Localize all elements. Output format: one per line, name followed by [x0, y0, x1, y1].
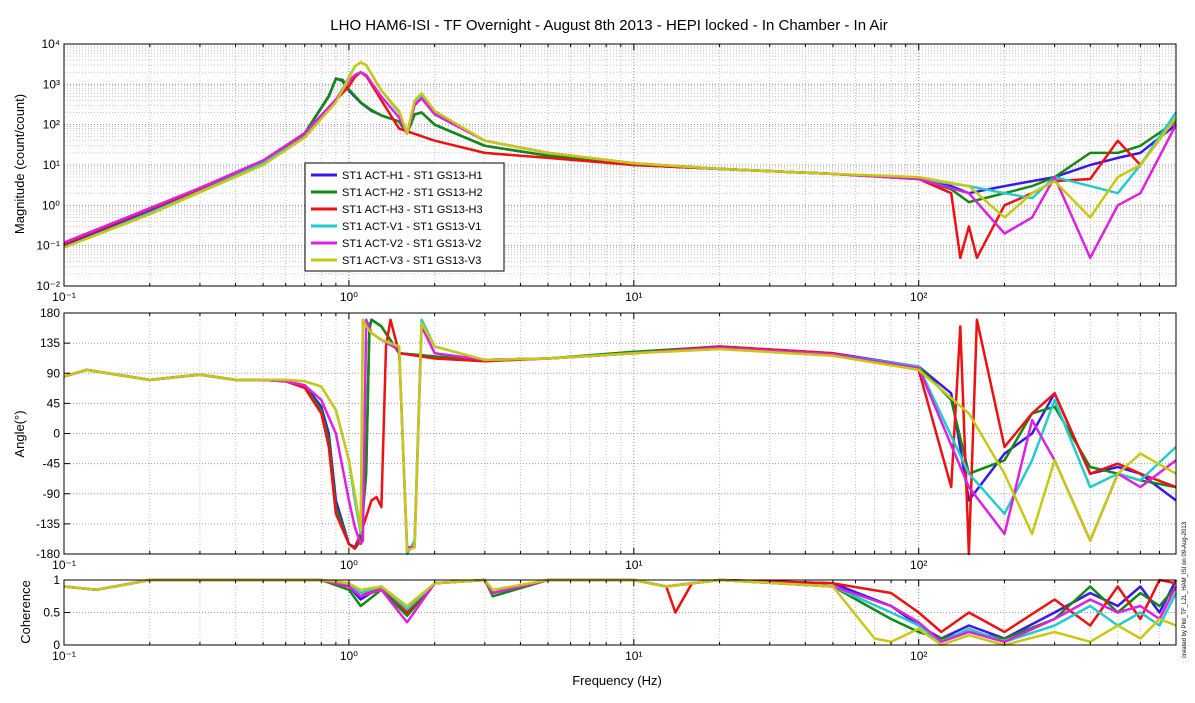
axes-frame	[63, 579, 1177, 646]
x-tick-label: 10¹	[625, 290, 642, 304]
y-tick-label: -135	[36, 517, 60, 531]
y-tick-label: -180	[36, 547, 60, 561]
x-tick-label: 10²	[910, 558, 927, 572]
magnitude-axis-label: Magnitude (count/count)	[12, 94, 27, 234]
y-tick-label: 0	[53, 638, 60, 652]
series-line-3	[63, 578, 1177, 634]
series-line-5	[63, 70, 1178, 260]
y-tick-label: 10⁰	[42, 198, 60, 212]
series-line-6	[63, 578, 1177, 647]
x-tick-label: 10⁻¹	[52, 558, 76, 572]
y-tick-label: 0	[53, 427, 60, 441]
legend-entry: ST1 ACT-H1 - ST1 GS13-H1	[342, 170, 483, 182]
series-line-6	[63, 61, 1177, 249]
phase-ticks: -180 -135 -90 -45 0 45 90 135 180 10⁻¹ 10⁰ 10¹ 10²	[36, 306, 1177, 572]
x-tick-label: 10⁰	[340, 290, 358, 304]
y-tick-label: 135	[40, 336, 60, 350]
coherence-series-lines	[63, 578, 1178, 647]
y-tick-label: 180	[40, 306, 60, 320]
legend-entry: ST1 ACT-H3 - ST1 GS13-H3	[342, 204, 483, 216]
magnitude-series-lines	[63, 61, 1178, 260]
y-tick-label: 0.5	[43, 606, 60, 620]
series-line-4	[63, 578, 1178, 644]
x-tick-label: 10²	[910, 290, 927, 304]
axes-frame	[63, 312, 1177, 555]
x-tick-label: 10⁰	[340, 649, 358, 663]
coherence-panel: 0 0.5 1 10⁻¹ 10⁰ 10¹ 10²	[43, 573, 1178, 663]
y-tick-label: 90	[47, 366, 61, 380]
y-tick-label: 10¹	[43, 158, 60, 172]
x-tick-label: 10¹	[625, 558, 642, 572]
series-line-5	[63, 578, 1178, 644]
coherence-axis-label: Coherence	[18, 580, 33, 644]
y-tick-label: -90	[43, 487, 61, 501]
y-tick-label: 10³	[43, 77, 60, 91]
x-tick-label: 10⁻¹	[52, 290, 76, 304]
coherence-ticks: 0 0.5 1 10⁻¹ 10⁰ 10¹ 10²	[43, 573, 1177, 663]
y-tick-label: 10⁻²	[36, 279, 60, 293]
x-tick-label: 10⁰	[340, 558, 358, 572]
chart-title: LHO HAM6-ISI - TF Overnight - August 8th…	[330, 17, 887, 34]
x-tick-label: 10²	[910, 649, 927, 663]
legend: ST1 ACT-H1 - ST1 GS13-H1 ST1 ACT-H2 - ST1…	[304, 162, 505, 272]
creation-annotation: created by Plot_TF_L2L_HAM_ISI on 09-Aug…	[1182, 521, 1188, 658]
phase-panel: -180 -135 -90 -45 0 45 90 135 180 10⁻¹ 10⁰ 10¹ 10²	[36, 306, 1177, 572]
y-tick-label: 10⁴	[41, 37, 60, 51]
legend-entry: ST1 ACT-V3 - ST1 GS13-V3	[342, 255, 481, 267]
y-tick-label: 1	[53, 573, 60, 587]
phase-series-lines	[63, 318, 1177, 556]
legend-entry: ST1 ACT-V1 - ST1 GS13-V1	[342, 221, 481, 233]
series-line-6	[63, 318, 1177, 552]
y-tick-label: -45	[43, 457, 61, 471]
x-tick-label: 10⁻¹	[52, 649, 76, 663]
legend-entry: ST1 ACT-V2 - ST1 GS13-V2	[342, 238, 481, 250]
y-tick-label: 45	[47, 396, 61, 410]
axes-frame	[63, 43, 1177, 287]
phase-grid	[63, 312, 1177, 555]
legend-entry: ST1 ACT-H2 - ST1 GS13-H2	[342, 187, 483, 199]
legend-box	[304, 162, 505, 272]
y-tick-label: 10²	[43, 118, 60, 132]
phase-axis-label: Angle(°)	[12, 410, 27, 457]
y-tick-label: 10⁻¹	[36, 239, 60, 253]
frequency-axis-label: Frequency (Hz)	[572, 673, 662, 688]
x-tick-label: 10¹	[625, 649, 642, 663]
series-line-2	[63, 77, 1177, 246]
